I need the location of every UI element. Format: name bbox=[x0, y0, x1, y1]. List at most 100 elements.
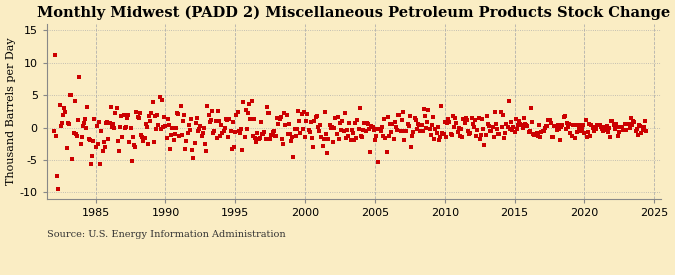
Point bbox=[176, 104, 186, 108]
Point bbox=[636, 131, 647, 135]
Point bbox=[427, 123, 437, 127]
Point bbox=[365, 150, 376, 154]
Point bbox=[302, 112, 313, 116]
Point bbox=[274, 117, 285, 122]
Point bbox=[562, 121, 572, 126]
Point bbox=[402, 122, 413, 127]
Point bbox=[90, 145, 101, 149]
Point bbox=[483, 124, 494, 129]
Point bbox=[134, 111, 145, 115]
Point bbox=[551, 128, 562, 132]
Point bbox=[505, 127, 516, 131]
Point bbox=[383, 133, 394, 138]
Point bbox=[544, 118, 555, 122]
Point bbox=[470, 134, 481, 138]
Point bbox=[576, 128, 587, 133]
Point bbox=[137, 134, 148, 139]
Point bbox=[268, 129, 279, 133]
Point bbox=[256, 132, 267, 136]
Point bbox=[109, 126, 119, 130]
Point bbox=[236, 127, 246, 131]
Point bbox=[570, 136, 580, 140]
Point bbox=[593, 123, 604, 127]
Point bbox=[375, 129, 386, 133]
Point bbox=[253, 136, 264, 141]
Point bbox=[579, 131, 590, 135]
Point bbox=[205, 118, 216, 123]
Point bbox=[281, 112, 292, 117]
Point bbox=[506, 120, 516, 124]
Point bbox=[377, 125, 387, 129]
Point bbox=[116, 114, 127, 119]
Point bbox=[335, 121, 346, 125]
Point bbox=[88, 139, 99, 143]
Point bbox=[186, 116, 196, 121]
Point bbox=[138, 139, 148, 143]
Point bbox=[444, 120, 455, 125]
Point bbox=[65, 93, 76, 97]
Point bbox=[520, 122, 531, 126]
Point bbox=[128, 135, 138, 139]
Point bbox=[272, 116, 283, 120]
Point bbox=[364, 127, 375, 131]
Point bbox=[265, 137, 275, 141]
Point bbox=[176, 133, 187, 137]
Point bbox=[448, 113, 458, 118]
Point bbox=[526, 105, 537, 110]
Point bbox=[110, 110, 121, 115]
Point bbox=[597, 127, 608, 131]
Point bbox=[501, 122, 512, 126]
Point bbox=[412, 122, 423, 126]
Point bbox=[578, 122, 589, 127]
Point bbox=[159, 114, 169, 119]
Point bbox=[97, 149, 108, 153]
Point bbox=[507, 128, 518, 132]
Point bbox=[475, 133, 486, 137]
Point bbox=[572, 130, 583, 135]
Point bbox=[304, 130, 315, 135]
Point bbox=[296, 112, 307, 116]
Point bbox=[111, 106, 122, 110]
Point bbox=[622, 121, 633, 126]
Point bbox=[247, 134, 258, 138]
Point bbox=[382, 115, 393, 119]
Point bbox=[500, 131, 511, 135]
Point bbox=[208, 131, 219, 136]
Point bbox=[473, 116, 484, 120]
Point bbox=[67, 157, 78, 161]
Point bbox=[421, 126, 431, 131]
Point bbox=[126, 159, 137, 163]
Point bbox=[483, 122, 493, 127]
Point bbox=[250, 136, 261, 140]
Point bbox=[350, 121, 360, 125]
Point bbox=[446, 132, 456, 136]
Point bbox=[580, 118, 591, 123]
Point bbox=[418, 107, 429, 112]
Point bbox=[589, 129, 599, 133]
Point bbox=[433, 125, 443, 129]
Point bbox=[412, 126, 423, 131]
Point bbox=[292, 127, 302, 131]
Point bbox=[168, 138, 179, 142]
Point bbox=[117, 135, 128, 139]
Point bbox=[331, 132, 342, 136]
Point bbox=[510, 117, 521, 121]
Point bbox=[518, 116, 529, 121]
Point bbox=[108, 122, 119, 126]
Point bbox=[626, 116, 637, 120]
Point bbox=[194, 127, 205, 132]
Point bbox=[72, 134, 82, 138]
Point bbox=[603, 126, 614, 130]
Point bbox=[103, 137, 114, 141]
Point bbox=[430, 126, 441, 131]
Point bbox=[188, 155, 199, 160]
Point bbox=[53, 187, 64, 191]
Point bbox=[508, 125, 519, 129]
Point bbox=[279, 111, 290, 115]
Point bbox=[245, 116, 256, 121]
Point bbox=[322, 151, 333, 155]
Point bbox=[306, 120, 317, 125]
Point bbox=[640, 119, 651, 123]
Point bbox=[409, 116, 420, 121]
Point bbox=[104, 120, 115, 125]
